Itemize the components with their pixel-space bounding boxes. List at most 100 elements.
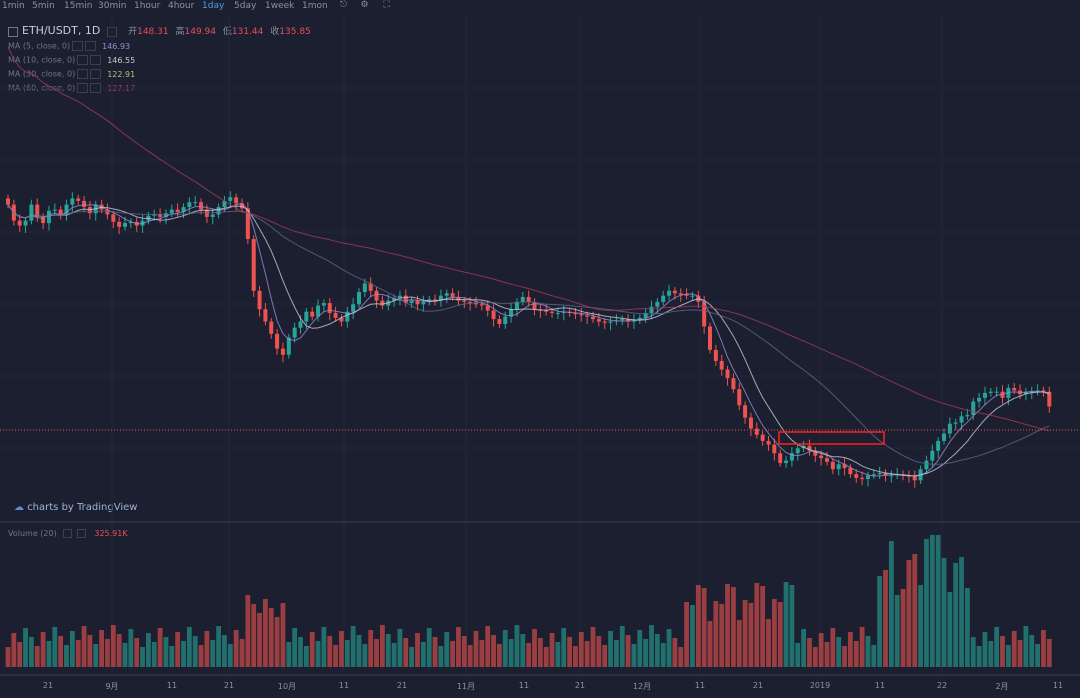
settings-icon[interactable]: ⚙ — [360, 0, 369, 10]
candle-body — [602, 321, 607, 323]
timeframe-1mon[interactable]: 1mon — [302, 1, 328, 11]
candle-body — [222, 200, 227, 208]
time-axis[interactable]: 21 9月 11 21 10月 11 21 11月 11 21 12月 11 21 2019 11 22 2月 1… — [0, 675, 1080, 698]
candle-body — [877, 472, 882, 475]
volume-bar — [859, 627, 865, 667]
volume-bar — [783, 582, 789, 667]
volume-bar — [339, 631, 344, 667]
volume-bar — [64, 645, 69, 667]
axis-tick-label: 21 — [396, 681, 408, 690]
volume-bar — [965, 588, 970, 667]
candle-body — [491, 310, 496, 320]
timeframe-5day[interactable]: 5day — [234, 1, 257, 11]
candle-body — [403, 295, 408, 304]
volume-bar — [584, 641, 590, 667]
candle-body — [555, 312, 560, 314]
ma-close-icon[interactable] — [90, 55, 102, 65]
axis-tick-label: 11 — [874, 681, 886, 690]
volume-bar — [725, 584, 730, 667]
timeframe-5min[interactable]: 5min — [32, 1, 55, 11]
volume-bar — [578, 632, 584, 667]
candle-body — [579, 314, 584, 316]
candle-body — [725, 369, 730, 379]
timeframe-15min[interactable]: 15min — [64, 1, 93, 11]
volume-bar — [1046, 639, 1052, 667]
candle-body — [1035, 390, 1040, 392]
timeframe-1week[interactable]: 1week — [265, 1, 295, 11]
candle-body — [128, 221, 133, 224]
candle-body — [263, 309, 268, 322]
volume-bar — [941, 558, 947, 667]
ma-label: MA (10, close, 0) — [8, 55, 76, 65]
candle-body — [450, 293, 455, 297]
volume-bar — [1035, 644, 1040, 667]
ma-settings-icon[interactable] — [77, 55, 89, 65]
volume-bar — [356, 635, 362, 667]
volume-bar — [707, 621, 713, 667]
volume-bar — [257, 613, 262, 667]
fullscreen-icon[interactable]: ⛶ — [383, 0, 390, 10]
volume-bar — [777, 602, 783, 667]
volume-bar — [403, 638, 409, 667]
candle-body — [942, 433, 946, 441]
candle-body — [123, 223, 127, 227]
tradingview-watermark: ☁ charts by TradingView — [14, 502, 137, 513]
volume-bar — [75, 640, 81, 667]
candle-body — [257, 290, 262, 310]
volume-bar — [877, 576, 883, 667]
candle-body — [865, 475, 870, 480]
candle-body — [345, 311, 350, 322]
ma-close-icon[interactable] — [85, 41, 97, 51]
candle-body — [573, 312, 578, 315]
volume-bar — [935, 535, 941, 667]
candle-body — [778, 453, 783, 464]
timeframe-4hour[interactable]: 4hour — [168, 1, 195, 11]
candle-body — [321, 303, 326, 306]
axis-tick-label: 11月 — [456, 682, 476, 691]
candle-body — [608, 321, 613, 323]
timeframe-1hour[interactable]: 1hour — [134, 1, 161, 11]
timeframe-30min[interactable]: 30min — [98, 1, 127, 11]
volume-bar — [637, 630, 643, 667]
volume-bar — [116, 634, 122, 667]
close-label: 收 — [270, 27, 280, 37]
legend-collapse-icon[interactable] — [8, 26, 18, 37]
volume-settings-icon[interactable] — [63, 529, 73, 538]
watermark-text: charts by TradingView — [27, 502, 138, 513]
ma-settings-icon[interactable] — [72, 41, 84, 51]
volume-close-icon[interactable] — [76, 529, 86, 538]
timeframe-1day[interactable]: 1day — [202, 1, 225, 11]
volume-bar — [122, 643, 128, 667]
ma-value: 146.93 — [102, 41, 131, 51]
axis-tick-label: 10月 — [277, 682, 297, 691]
volume-bar — [315, 641, 321, 667]
candle-body — [532, 301, 537, 310]
volume-bar — [736, 620, 742, 667]
candle-body — [70, 198, 75, 205]
volume-bar — [953, 563, 959, 667]
volume-bar — [976, 646, 982, 667]
volume-bar — [883, 570, 888, 667]
ma-settings-icon[interactable] — [77, 69, 89, 79]
volume-bar — [643, 639, 649, 667]
volume-bar — [450, 641, 455, 667]
volume-bar — [192, 636, 198, 667]
candle-body — [748, 417, 753, 429]
low-value: 131.44 — [231, 27, 264, 37]
volume-bar — [128, 629, 134, 667]
timeframe-1min[interactable]: 1min — [2, 1, 25, 11]
candle-body — [889, 475, 894, 477]
volume-bar — [479, 640, 485, 667]
candle-body — [520, 296, 525, 302]
candle-body — [269, 321, 274, 334]
volume-bar — [286, 642, 292, 667]
chart-type-icon[interactable]: ⎋ — [339, 0, 348, 10]
volume-bar — [110, 625, 116, 667]
volume-bar — [894, 595, 900, 667]
ma-close-icon[interactable] — [90, 69, 102, 79]
volume-bar — [1023, 626, 1029, 667]
candle-body — [421, 301, 426, 305]
ma5-line — [7, 202, 1050, 477]
axis-tick-label: 9月 — [105, 682, 119, 691]
